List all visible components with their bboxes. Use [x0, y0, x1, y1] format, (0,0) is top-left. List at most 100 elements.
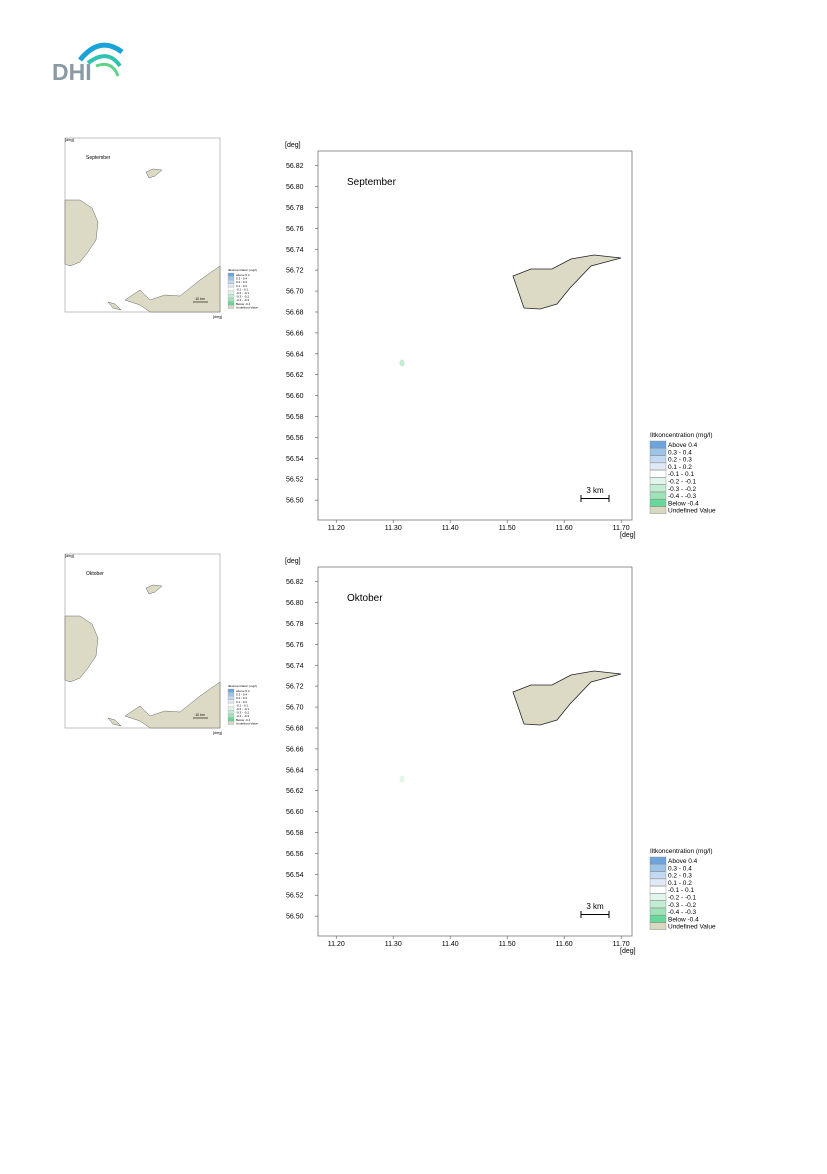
thumb-legend-label: -0.4 - -0.3 — [236, 714, 249, 718]
thumb-title: September — [86, 155, 111, 161]
y-tick-label: 56.60 — [286, 809, 304, 816]
y-unit: [deg] — [285, 142, 301, 149]
x-unit: [deg] — [620, 948, 636, 955]
island — [512, 670, 622, 726]
x-tick-label: 11.20 — [328, 525, 345, 532]
legend-label: 0.2 - 0.3 — [668, 873, 692, 880]
y-tick-label: 56.80 — [286, 600, 304, 607]
thumb-legend-label: -0.4 - -0.3 — [236, 298, 249, 302]
y-tick-label: 56.66 — [286, 746, 304, 753]
x-tick-label: 11.30 — [385, 941, 402, 948]
thumb-legend-label: -0.1 - 0.1 — [236, 703, 248, 707]
thumbnail: Oktober [deg] [deg] 10 km Above 0.40.3 - 0.4… — [64, 553, 258, 735]
y-tick-label: 56.50 — [286, 498, 304, 505]
thumb-land — [64, 615, 99, 683]
x-tick-label: 11.40 — [442, 525, 459, 532]
y-tick-label: 56.72 — [286, 268, 304, 275]
y-tick-label: 56.70 — [286, 289, 304, 296]
legend-label: -0.4 - -0.3 — [668, 909, 697, 916]
x-tick-label: 11.50 — [499, 941, 516, 948]
legend-swatch — [649, 900, 667, 908]
thumb-land — [145, 584, 163, 595]
scale-label: 3 km — [586, 902, 604, 911]
legend-swatch — [649, 477, 667, 485]
thumb-legend-swatch — [227, 287, 235, 291]
legend-swatch — [649, 440, 667, 449]
thumb-legend-swatch — [227, 280, 235, 284]
legend-swatch — [649, 907, 667, 916]
logo-arc — [86, 54, 122, 68]
legend-label: Below -0.4 — [668, 500, 699, 507]
map-frame — [317, 566, 633, 937]
legend-label: -0.1 - 0.1 — [668, 887, 694, 894]
y-tick-label: 56.76 — [286, 226, 304, 233]
x-unit: [deg] — [620, 532, 636, 539]
legend-swatch — [649, 893, 667, 901]
thumb-legend-swatch — [227, 305, 235, 309]
y-tick-label: 56.54 — [286, 872, 304, 879]
legend-swatch — [649, 484, 667, 492]
thumb-legend-swatch — [227, 298, 235, 302]
concentration-spot — [399, 359, 405, 367]
legend-swatch — [649, 878, 667, 887]
thumb-legend-swatch — [227, 714, 235, 718]
y-tick-label: 56.64 — [286, 767, 304, 774]
y-tick-label: 56.62 — [286, 788, 304, 795]
legend-swatch — [649, 864, 667, 872]
y-tick-label: 56.74 — [286, 247, 304, 254]
y-tick-label: 56.52 — [286, 477, 304, 484]
legend-label: 0.3 - 0.4 — [668, 449, 692, 456]
thumb-legend-label: Above 0.4 — [236, 273, 250, 277]
legend-label: 0.2 - 0.3 — [668, 457, 692, 464]
legend-label: 0.1 - 0.2 — [668, 880, 692, 887]
thumb-legend-label: Below -0.4 — [236, 302, 251, 306]
x-tick-label: 11.50 — [499, 525, 516, 532]
thumb-legend-label: -0.3 - -0.2 — [236, 295, 249, 299]
thumbnail: September [deg] [deg] 10 km Above 0.40.3 - 0… — [64, 137, 258, 319]
y-tick-label: 56.58 — [286, 414, 304, 421]
thumb-land — [107, 301, 122, 311]
legend-swatch — [649, 499, 667, 507]
y-tick-label: 56.56 — [286, 435, 304, 442]
thumb-legend-title: Iltkoncentration (mg/l) — [228, 684, 257, 688]
legend-swatch — [649, 462, 667, 471]
scale-bar — [580, 911, 610, 918]
concentration-spot — [399, 775, 405, 783]
legend-swatch — [649, 856, 667, 865]
x-tick-label: 11.20 — [328, 941, 345, 948]
thumb-unit: [deg] — [213, 730, 222, 735]
thumb-land — [124, 265, 221, 313]
thumb-legend-label: 0.1 - 0.2 — [236, 700, 247, 704]
thumb-unit: [deg] — [65, 137, 74, 142]
thumb-legend-label: -0.3 - -0.2 — [236, 711, 249, 715]
legend-swatch — [649, 491, 667, 500]
thumb-unit: [deg] — [65, 553, 74, 558]
map-frame — [317, 150, 633, 521]
thumb-legend-swatch — [227, 706, 235, 711]
y-tick-label: 56.74 — [286, 663, 304, 670]
thumb-legend-swatch — [227, 301, 235, 306]
legend-swatch — [649, 886, 667, 894]
thumb-legend-swatch — [227, 688, 235, 693]
legend-swatch — [649, 922, 667, 930]
x-tick-label: 11.70 — [613, 525, 630, 532]
thumb-legend-swatch — [227, 294, 235, 298]
y-tick-label: 56.60 — [286, 393, 304, 400]
thumb-legend-swatch — [227, 696, 235, 700]
y-tick-label: 56.72 — [286, 684, 304, 691]
legend-swatch — [649, 455, 667, 463]
thumb-legend-label: -0.2 - -0.1 — [236, 707, 249, 711]
y-tick-label: 56.80 — [286, 184, 304, 191]
x-tick-label: 11.60 — [556, 941, 573, 948]
legend-swatch — [649, 448, 667, 456]
legend-label: -0.3 - -0.2 — [668, 902, 697, 909]
y-tick-label: 56.68 — [286, 309, 304, 316]
legend-label: 0.1 - 0.2 — [668, 464, 692, 471]
y-tick-label: 56.82 — [286, 579, 304, 586]
thumb-legend-label: -0.2 - -0.1 — [236, 291, 249, 295]
legend-label: Above 0.4 — [668, 442, 698, 449]
logo-text: DHI — [52, 59, 92, 85]
y-tick-label: 56.76 — [286, 642, 304, 649]
